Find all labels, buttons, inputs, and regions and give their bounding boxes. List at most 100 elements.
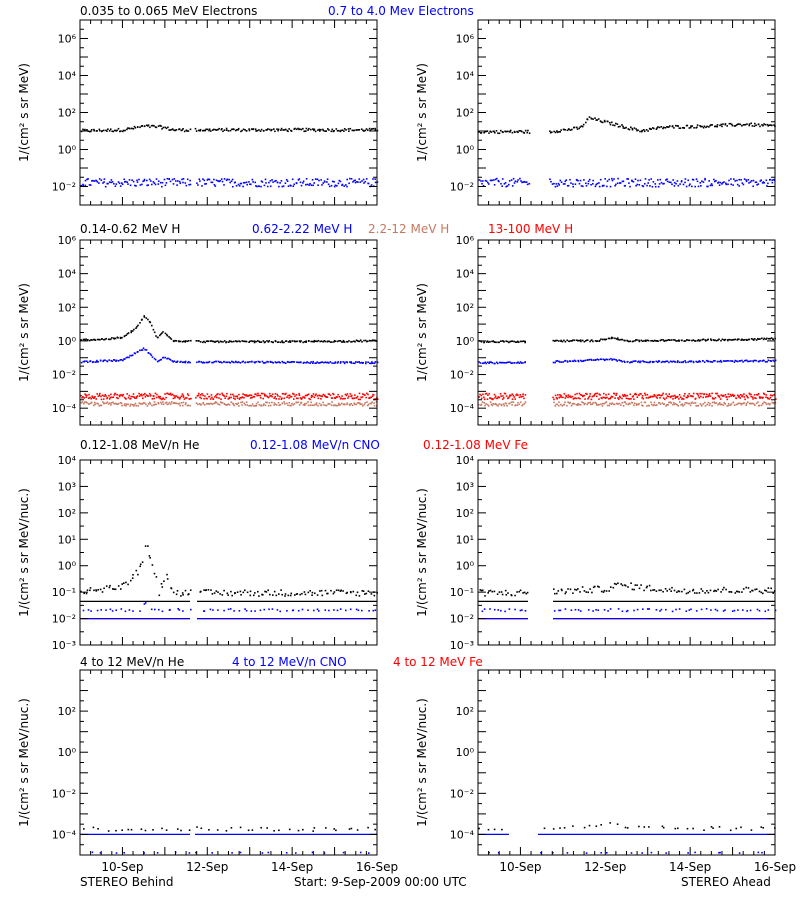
data-point: [646, 393, 649, 396]
data-point: [763, 337, 766, 340]
data-point: [154, 392, 157, 395]
data-point: [119, 130, 121, 133]
data-point: [671, 610, 674, 613]
data-point: [139, 402, 141, 405]
data-point: [287, 394, 289, 397]
data-point: [757, 851, 760, 854]
data-point: [99, 129, 101, 132]
data-point: [132, 574, 134, 576]
data-point: [162, 403, 165, 406]
data-point: [267, 404, 270, 407]
data-point: [522, 362, 524, 364]
data-point: [356, 361, 359, 363]
data-point: [710, 361, 712, 363]
data-point: [749, 181, 752, 183]
data-point: [342, 590, 344, 592]
data-point: [668, 588, 671, 591]
data-point: [553, 182, 555, 185]
data-point: [211, 361, 213, 364]
y-tick-label: 10²: [58, 301, 76, 314]
data-point: [523, 340, 525, 342]
data-point: [202, 178, 204, 180]
data-point: [619, 395, 621, 398]
data-point: [337, 393, 339, 396]
data-point: [624, 584, 627, 587]
data-point: [143, 315, 145, 317]
data-point: [566, 852, 569, 854]
data-point: [488, 132, 490, 134]
data-point: [217, 591, 219, 593]
x-tick-label: 16-Sep: [754, 860, 796, 874]
data-point: [653, 394, 656, 396]
data-point: [324, 340, 327, 343]
data-point: [110, 404, 112, 406]
data-point: [263, 393, 266, 395]
y-tick-label: 10⁶: [456, 234, 475, 247]
data-point: [675, 608, 677, 611]
data-point: [139, 610, 141, 612]
data-point: [593, 395, 595, 397]
data-point: [648, 584, 651, 587]
data-point: [660, 339, 663, 341]
panel-row-2-legend-1: 0.14-0.62 MeV H: [80, 222, 181, 236]
data-point: [274, 403, 277, 406]
data-point: [686, 402, 688, 404]
data-point: [714, 339, 716, 341]
data-point: [577, 403, 579, 405]
data-point: [127, 396, 130, 399]
data-point: [165, 396, 167, 399]
data-point: [223, 340, 226, 342]
data-point: [266, 827, 268, 829]
y-tick-label: 10⁻²: [52, 369, 76, 382]
data-point: [714, 396, 717, 399]
data-point: [504, 589, 507, 592]
data-point: [651, 339, 654, 342]
data-point: [488, 392, 491, 395]
data-point: [281, 360, 283, 363]
data-point: [357, 398, 360, 401]
data-point: [121, 829, 123, 831]
data-point: [360, 128, 363, 130]
data-point: [586, 118, 589, 121]
data-point: [577, 397, 580, 399]
data-point: [502, 131, 504, 134]
data-point: [599, 120, 602, 122]
data-point: [157, 402, 160, 405]
data-point: [249, 397, 252, 399]
data-point: [343, 341, 346, 343]
data-point: [769, 403, 771, 405]
data-point: [243, 394, 246, 396]
data-point: [511, 362, 513, 364]
data-point: [177, 180, 179, 182]
data-point: [87, 361, 89, 364]
plot-frame: [79, 19, 378, 206]
data-point: [603, 609, 606, 611]
data-point: [139, 563, 142, 566]
data-point: [267, 361, 269, 363]
data-point: [289, 341, 292, 343]
data-point: [521, 130, 523, 133]
data-point: [339, 362, 342, 364]
data-point: [575, 339, 578, 341]
data-point: [518, 403, 521, 406]
data-point: [606, 852, 608, 854]
data-point: [181, 129, 183, 131]
data-point: [497, 609, 499, 611]
data-point: [751, 396, 754, 398]
data-point: [627, 403, 629, 406]
data-point: [336, 362, 339, 364]
data-point: [321, 361, 324, 363]
data-point: [581, 401, 583, 403]
data-point: [338, 340, 340, 342]
data-point: [753, 394, 756, 396]
data-point: [589, 340, 591, 343]
data-point: [165, 182, 168, 184]
data-point: [257, 392, 259, 395]
data-point: [633, 360, 636, 362]
data-point: [683, 588, 686, 591]
data-point: [656, 394, 659, 397]
data-point: [351, 394, 353, 397]
data-point: [258, 129, 260, 131]
data-point: [752, 360, 755, 363]
data-point: [278, 829, 280, 832]
